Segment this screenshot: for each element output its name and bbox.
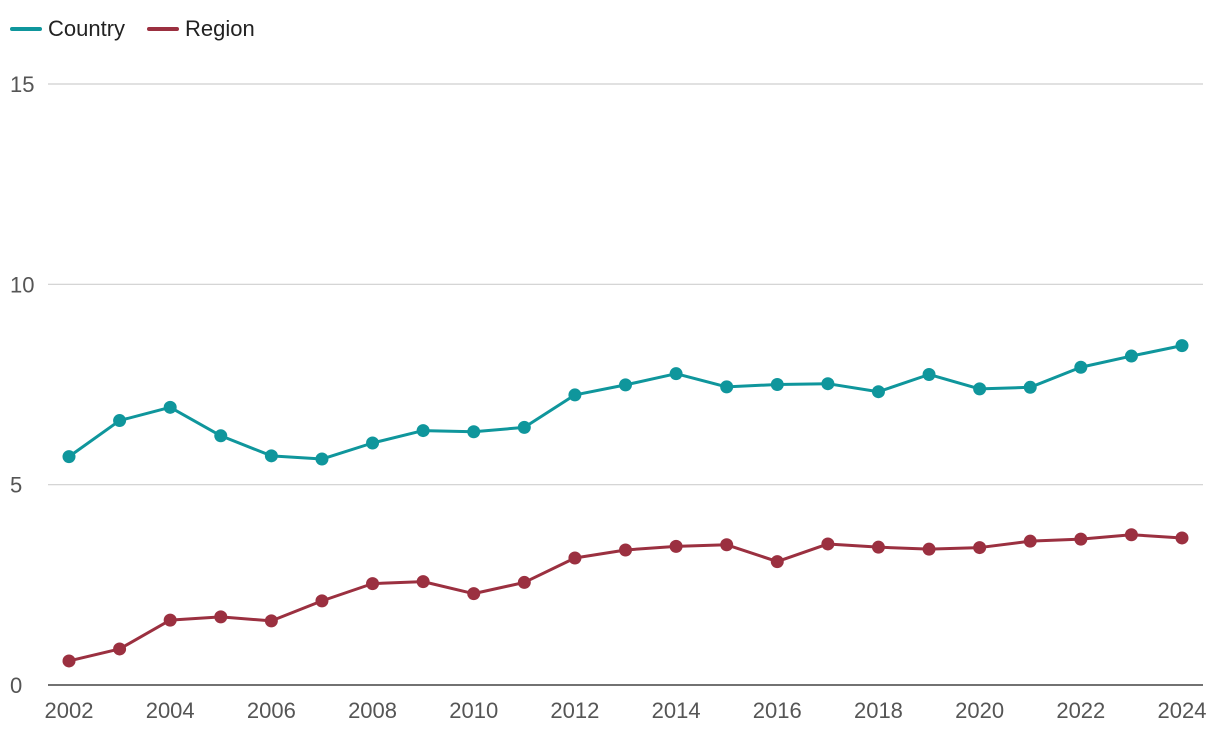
- x-tick-label: 2012: [550, 698, 599, 723]
- data-point-country: [366, 436, 380, 450]
- data-point-country: [467, 425, 481, 439]
- x-tick-label: 2024: [1158, 698, 1207, 723]
- data-point-country: [163, 400, 177, 414]
- series-line-country: [67, 344, 1184, 461]
- data-point-region: [1023, 534, 1037, 548]
- data-point-country: [821, 377, 835, 391]
- x-tick-label: 2016: [753, 698, 802, 723]
- data-point-region: [366, 577, 380, 591]
- data-point-country: [669, 367, 683, 381]
- data-point-region: [821, 537, 835, 551]
- x-tick-label: 2002: [45, 698, 94, 723]
- data-point-region: [214, 610, 228, 624]
- data-point-region: [720, 538, 734, 552]
- data-point-country: [1175, 339, 1189, 353]
- legend-swatch-country: [10, 27, 42, 31]
- data-point-country: [517, 420, 531, 434]
- data-point-region: [62, 654, 76, 668]
- data-point-region: [1124, 528, 1138, 542]
- data-point-region: [467, 587, 481, 601]
- data-point-country: [973, 382, 987, 396]
- data-point-country: [113, 414, 127, 428]
- data-point-region: [315, 594, 329, 608]
- data-point-region: [973, 541, 987, 555]
- data-point-region: [264, 614, 278, 628]
- data-point-region: [1074, 532, 1088, 546]
- data-point-country: [568, 388, 582, 402]
- x-tick-label: 2014: [652, 698, 701, 723]
- data-point-country: [619, 378, 632, 392]
- data-point-country: [416, 424, 430, 438]
- legend-item-country[interactable]: Country: [10, 16, 125, 42]
- legend-label-region: Region: [185, 16, 255, 41]
- y-tick-label: 5: [10, 473, 22, 498]
- x-tick-label: 2008: [348, 698, 397, 723]
- data-point-country: [62, 450, 76, 464]
- data-point-region: [416, 575, 430, 589]
- data-point-region: [568, 551, 582, 565]
- x-tick-label: 2018: [854, 698, 903, 723]
- x-tick-label: 2006: [247, 698, 296, 723]
- data-point-country: [1124, 349, 1138, 363]
- data-point-region: [1175, 531, 1189, 545]
- x-tick-label: 2010: [449, 698, 498, 723]
- legend-item-region[interactable]: Region: [147, 16, 255, 42]
- data-point-country: [720, 380, 734, 394]
- data-point-region: [163, 613, 177, 627]
- data-point-country: [315, 452, 329, 466]
- data-point-country: [1023, 380, 1037, 394]
- y-tick-label: 10: [10, 272, 34, 297]
- data-point-region: [669, 539, 683, 553]
- data-point-region: [517, 575, 531, 589]
- data-point-region: [871, 540, 885, 554]
- data-point-country: [1074, 360, 1088, 374]
- x-tick-label: 2020: [955, 698, 1004, 723]
- data-point-country: [922, 367, 936, 381]
- data-point-region: [770, 555, 784, 569]
- x-tick-label: 2022: [1056, 698, 1105, 723]
- data-point-country: [770, 378, 784, 391]
- data-point-region: [922, 542, 936, 556]
- data-point-country: [214, 429, 228, 443]
- x-tick-label: 2004: [146, 698, 195, 723]
- y-tick-label: 0: [10, 673, 22, 698]
- legend: Country Region: [10, 16, 255, 42]
- legend-label-country: Country: [48, 16, 126, 41]
- data-point-region: [113, 642, 127, 656]
- legend-swatch-region: [147, 27, 180, 31]
- data-point-country: [264, 449, 278, 463]
- data-point-country: [871, 385, 885, 399]
- y-tick-label: 15: [10, 72, 34, 97]
- data-point-region: [619, 543, 632, 557]
